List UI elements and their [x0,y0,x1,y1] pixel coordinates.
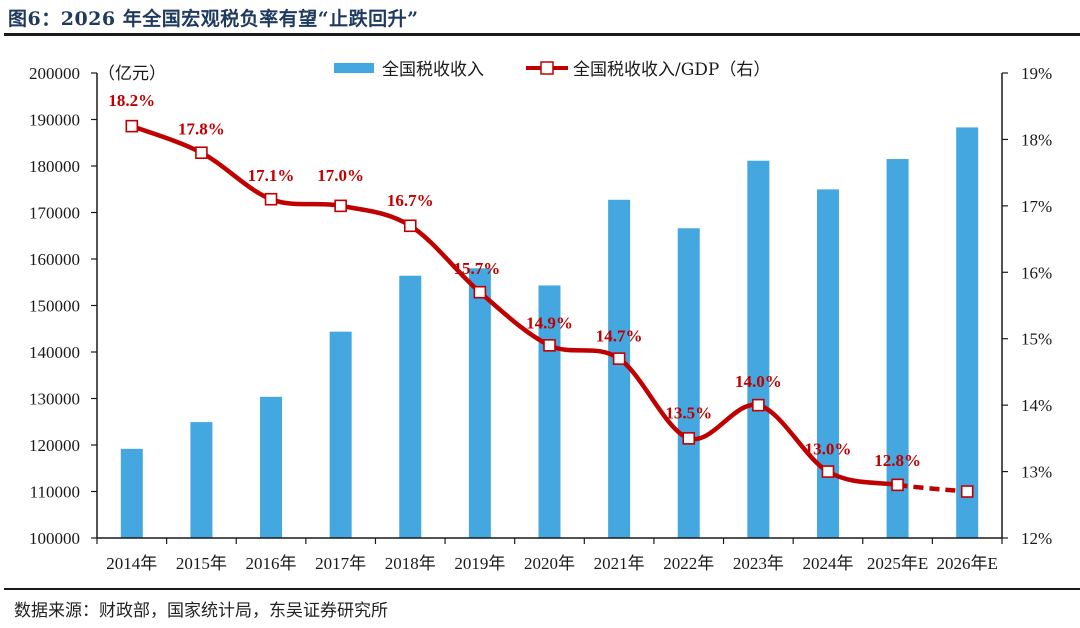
x-axis-tick-label: 2016年 [246,554,297,573]
right-axis-tick-label: 12% [1021,529,1052,548]
x-axis-tick-label: 2014年 [106,554,157,573]
x-axis-tick-label: 2018年 [385,554,436,573]
bar [260,396,283,538]
line-marker [821,465,835,478]
bar [329,331,352,538]
chart-title: 图6：2026 年全国宏观税负率有望“止跌回升” [8,8,419,30]
line-marker [473,285,487,299]
left-axis-tick-label: 190000 [29,111,80,130]
data-label: 18.2% [108,91,155,110]
x-axis-tick-label: 2019年 [454,554,505,573]
line-marker [612,352,626,365]
bar [120,448,143,538]
legend-swatch-bar [334,63,374,73]
line-marker [334,199,347,213]
data-label: 14.7% [596,327,643,346]
line-marker [195,146,208,160]
data-label: 16.7% [387,191,434,210]
left-axis-tick-label: 100000 [29,529,80,548]
line-marker [682,432,696,445]
line-series: 18.2% 17.8% 17.1% 17.0% 16.7% 15.7% 14.9% 14.7%… [108,91,974,498]
right-axis-tick-label: 14% [1021,396,1052,415]
line-marker [960,485,974,498]
bar [816,189,839,539]
data-label: 13.5% [665,403,712,422]
legend-label-line: 全国税收收入/GDP（右） [573,60,770,80]
bar [190,422,213,538]
right-axis-tick-label: 16% [1021,263,1052,282]
axes: 100000 110000 120000 130000 140000 150000 1600… [29,64,1052,573]
bottom-rule [4,588,1080,590]
source-note: 数据来源：财政部，国家统计局，东吴证券研究所 [14,601,388,621]
left-axis-tick-label: 160000 [29,250,80,269]
left-axis-tick-label: 170000 [29,204,80,223]
data-label: 12.8% [874,451,921,470]
right-axis-tick-label: 19% [1021,64,1052,83]
x-axis-tick-label: 2024年 [802,554,853,573]
x-axis-tick-label: 2026年E [936,554,997,573]
left-axis-tick-label: 110000 [30,483,80,502]
left-axis-unit-label: （亿元） [98,64,166,84]
bar [677,228,700,538]
bar [747,160,770,538]
bar [468,268,491,538]
data-label: 17.1% [248,166,295,185]
data-label: 14.9% [526,313,573,332]
data-label: 14.0% [735,372,782,391]
legend: 全国税收收入 全国税收收入/GDP（右） [334,60,770,80]
left-axis-tick-label: 150000 [29,297,80,316]
line-marker [752,398,765,412]
line-marker [543,339,556,352]
right-axis-tick-label: 13% [1021,463,1052,482]
line-marker [403,219,417,233]
bar [399,275,422,538]
left-axis-tick-label: 200000 [29,64,80,83]
left-axis-tick-label: 120000 [29,436,80,455]
x-axis-tick-label: 2023年 [733,554,784,573]
x-axis-tick-label: 2025年E [867,554,928,573]
bar [956,127,979,538]
left-axis-tick-label: 180000 [29,157,80,176]
left-axis-tick-label: 140000 [29,343,80,362]
data-label: 13.0% [805,440,852,459]
data-label: 17.0% [317,166,364,185]
x-axis-tick-label: 2020年 [524,554,575,573]
line-marker [891,478,904,492]
bar [886,159,909,538]
x-axis-tick-label: 2017年 [315,554,366,573]
top-rule [4,33,1080,36]
right-axis-tick-label: 18% [1021,130,1052,149]
x-axis-tick-label: 2015年 [176,554,227,573]
bar [608,199,631,539]
legend-marker-square [540,61,554,75]
x-axis-tick-label: 2022年 [663,554,714,573]
left-axis-tick-label: 130000 [29,390,80,409]
data-label: 17.8% [178,120,225,139]
right-axis-tick-label: 15% [1021,330,1052,349]
line-marker [264,192,278,206]
data-label: 15.7% [454,259,501,278]
legend-label-bar: 全国税收收入 [382,60,484,80]
right-axis-tick-label: 17% [1021,197,1052,216]
line-marker [125,119,139,133]
x-axis-tick-label: 2021年 [594,554,645,573]
